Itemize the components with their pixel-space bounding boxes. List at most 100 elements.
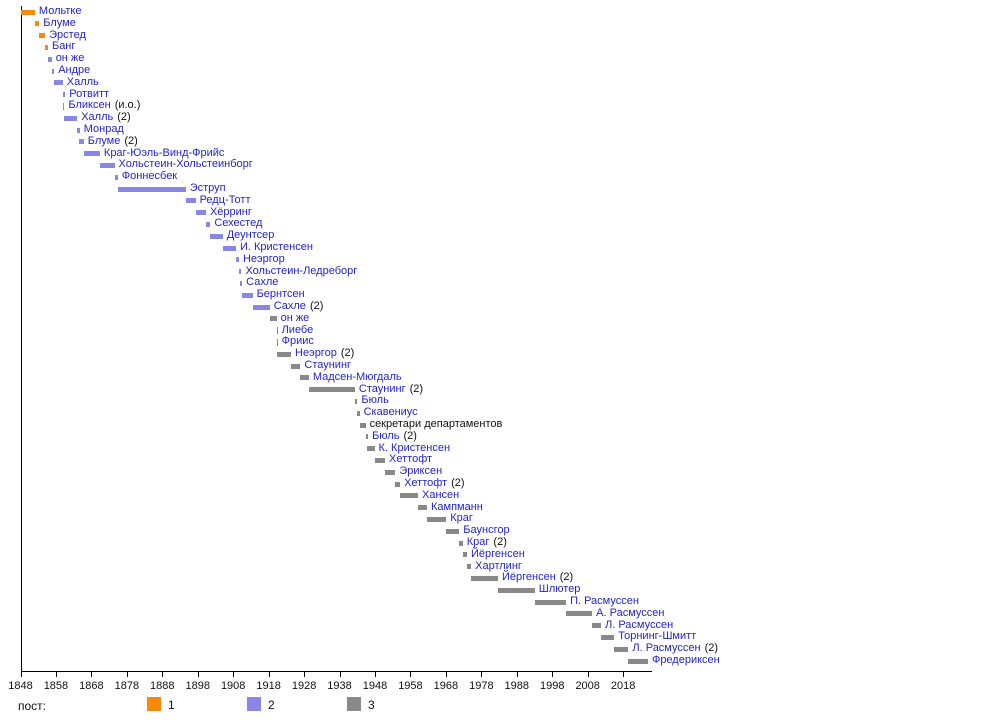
timeline-bar: [235, 257, 239, 263]
person-link[interactable]: Ротвитт: [69, 87, 110, 100]
person-link[interactable]: Халль: [66, 75, 99, 88]
person-link[interactable]: Бернтсен: [256, 288, 305, 301]
timeline-bar: [600, 634, 615, 640]
person-link[interactable]: Торнинг-Шмитт: [618, 630, 697, 643]
person-label: он же: [281, 312, 310, 325]
person-link[interactable]: Неэргор: [242, 252, 285, 265]
timeline-bar: [300, 375, 309, 381]
person-link[interactable]: Эрстед: [49, 28, 86, 41]
x-axis-tick: [197, 671, 199, 677]
timeline-bar: [592, 623, 601, 629]
timeline-bar: [39, 33, 46, 39]
timeline-bar: [471, 575, 498, 581]
person-link[interactable]: А. Расмуссен: [596, 606, 665, 619]
x-axis-tick-label: 1908: [220, 680, 246, 692]
person-link[interactable]: Фриис: [281, 335, 314, 348]
person-label: Хольстеин-Ледреборг: [245, 265, 357, 278]
person-link[interactable]: Йёргенсен: [471, 547, 525, 560]
person-link[interactable]: Бликсен: [68, 99, 111, 112]
person-link[interactable]: Сахле: [246, 276, 279, 289]
person-link[interactable]: Хольстеин-Хольстеинборг: [118, 158, 253, 171]
person-link[interactable]: Халль: [81, 111, 114, 124]
person-label: Краг (2): [467, 536, 507, 549]
person-link[interactable]: он же: [280, 311, 310, 324]
person-link[interactable]: Хартлинг: [475, 559, 522, 572]
timeline-bar: [446, 528, 460, 534]
person-link[interactable]: Лиебе: [281, 323, 314, 336]
timeline-bar: [359, 422, 366, 428]
person-link[interactable]: Бюль: [361, 394, 389, 407]
person-label: Хёрринг: [210, 206, 252, 219]
person-link[interactable]: Стаунинг: [358, 382, 406, 395]
timeline-bar: [77, 127, 80, 133]
person-label-suffix: (2): [704, 642, 719, 655]
person-label: Хольстеин-Хольстеинборг: [119, 158, 253, 171]
person-link[interactable]: Мольтке: [38, 5, 82, 17]
timeline-bar: [418, 505, 427, 511]
person-label: Хансен: [422, 489, 459, 502]
person-link[interactable]: Эструп: [189, 182, 226, 194]
person-link[interactable]: Сахле: [273, 300, 306, 312]
person-link[interactable]: Хеттофт: [389, 453, 433, 466]
person-link[interactable]: Блуме: [43, 16, 76, 29]
person-link[interactable]: Хеттофт: [404, 477, 448, 489]
person-label: Сахле: [246, 276, 278, 289]
person-link[interactable]: Скавениус: [363, 406, 418, 419]
person-link[interactable]: Кампманн: [431, 500, 483, 513]
person-link[interactable]: Блуме: [87, 134, 121, 147]
person-label: Бюль: [361, 394, 388, 407]
x-axis-tick: [268, 671, 270, 677]
person-link[interactable]: Краг: [466, 536, 490, 548]
person-label: Фоннесбек: [122, 170, 177, 183]
person-link[interactable]: Сехестед: [214, 217, 263, 230]
person-link[interactable]: Эриксен: [399, 465, 443, 478]
person-link[interactable]: Фоннесбек: [121, 170, 178, 183]
person-link[interactable]: Йёргенсен: [501, 571, 556, 584]
person-link[interactable]: Л. Расмуссен: [604, 618, 674, 631]
person-link[interactable]: Монрад: [83, 123, 124, 135]
x-axis-tick-label: 1928: [291, 680, 317, 692]
timeline-bar: [63, 102, 65, 110]
person-link[interactable]: Краг-Юэль-Винд-Фрийс: [103, 146, 225, 159]
x-axis-tick-label: 1878: [114, 680, 140, 692]
person-label-suffix: (2): [409, 382, 424, 395]
person-label: К. Кристенсен: [379, 442, 451, 455]
person-label: Стаунинг: [304, 359, 351, 372]
person-label: Баунсгор: [463, 524, 509, 537]
person-label: Блуме: [43, 17, 76, 30]
timeline-bar: [21, 9, 35, 15]
timeline-bar: [291, 363, 301, 369]
person-link[interactable]: Мадсен-Мюгдаль: [312, 370, 402, 383]
person-link[interactable]: К. Кристенсен: [378, 441, 451, 454]
timeline-bar: [614, 646, 629, 652]
person-label: Стаунинг (2): [359, 383, 423, 396]
legend-swatch-post-1: [147, 697, 161, 711]
x-axis-tick-label: 2018: [610, 680, 636, 692]
person-link[interactable]: Хольстеин-Ледреборг: [245, 264, 358, 277]
person-link[interactable]: Хансен: [422, 488, 460, 501]
person-link[interactable]: Бюль: [372, 429, 400, 442]
person-link[interactable]: И. Кристенсен: [239, 241, 313, 253]
x-axis-tick: [481, 671, 483, 677]
person-link[interactable]: Редц-Тотт: [199, 193, 251, 206]
person-link[interactable]: Андре: [58, 64, 91, 76]
timeline-bar: [185, 198, 196, 204]
person-link[interactable]: Хёрринг: [209, 205, 252, 218]
person-link[interactable]: Стаунинг: [304, 359, 352, 371]
person-link[interactable]: Банг: [51, 40, 76, 53]
person-label: Неэргор (2): [295, 347, 354, 360]
person-link[interactable]: Фредериксен: [651, 654, 720, 666]
person-link[interactable]: Л. Расмуссен: [632, 642, 701, 655]
person-link[interactable]: Баунсгор: [463, 524, 510, 537]
person-link[interactable]: Шлютер: [538, 583, 581, 596]
x-axis-tick-label: 1978: [469, 680, 494, 692]
timeline-bar: [63, 115, 78, 121]
person-link[interactable]: он же: [55, 52, 85, 65]
person-link[interactable]: Неэргор: [295, 347, 337, 360]
x-axis-tick: [339, 671, 341, 677]
person-link[interactable]: Краг: [450, 512, 473, 525]
person-link[interactable]: П. Расмуссен: [570, 595, 639, 607]
person-link[interactable]: Деунтсер: [226, 229, 275, 242]
timeline-bar: [99, 162, 115, 168]
timeline-bar: [239, 280, 243, 286]
